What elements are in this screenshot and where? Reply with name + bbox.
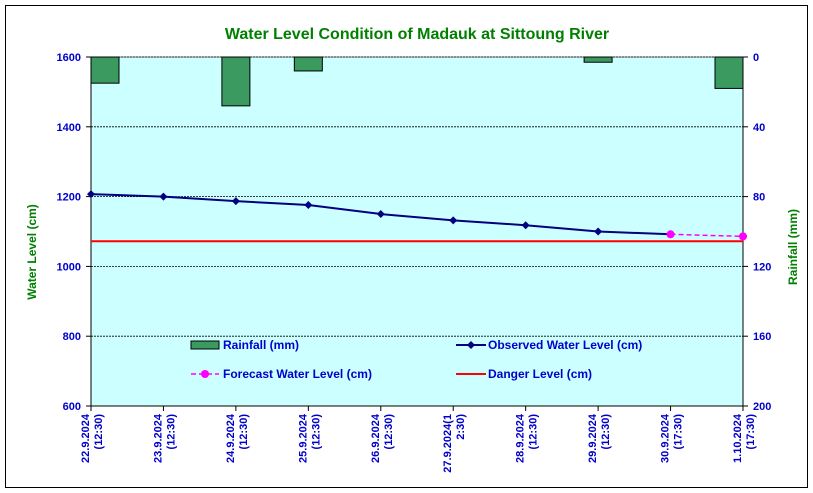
- rainfall-bar: [583, 56, 613, 63]
- legend-danger-label: Danger Level (cm): [488, 367, 592, 381]
- legend-forecast-marker: [201, 370, 209, 378]
- y-tick-label: 1000: [57, 261, 81, 273]
- x-tick-label: 23.9.2024(12:30): [152, 413, 177, 463]
- plot-background: [90, 56, 744, 407]
- x-tick-label: 26.9.2024(12:30): [370, 413, 395, 463]
- observed-point: [521, 221, 530, 230]
- y2-tick-label: 40: [753, 122, 765, 134]
- x-tick-label: 30.9.2024(17:30): [660, 413, 685, 463]
- forecast-point: [739, 232, 747, 241]
- observed-point: [594, 227, 603, 236]
- y2-tick-label: 200: [753, 401, 771, 413]
- y-tick-label: 600: [63, 401, 81, 413]
- y-tick-label: 800: [63, 331, 81, 343]
- x-tick-label: 27.9.2024(12:30): [442, 414, 467, 473]
- water-level-chart: Water Level Condition of Madauk at Sitto…: [25, 26, 800, 473]
- y2-tick-label: 80: [753, 192, 765, 204]
- rainfall-bar: [293, 56, 323, 72]
- y-axis-label: Water Level (cm): [25, 204, 39, 300]
- x-tick-label: 29.9.2024(12:30): [587, 413, 612, 463]
- legend-rainfall-swatch: [190, 340, 220, 350]
- y-tick-label: 1400: [57, 122, 81, 134]
- forecast-point: [666, 230, 675, 239]
- plot-area: 600 800 1000 1200 1400 1600 0 40 80 120 160 200 22.9…: [57, 52, 772, 473]
- y-tick-label: 1200: [57, 192, 81, 204]
- observed-point: [449, 216, 458, 225]
- observed-point: [159, 192, 168, 201]
- legend-rainfall-label: Rainfall (mm): [223, 338, 299, 352]
- chart-frame: Water Level Condition of Madauk at Sitto…: [5, 5, 808, 488]
- rainfall-bar: [714, 56, 744, 89]
- x-tick-label: 1.10.2024(17:30): [732, 413, 757, 463]
- legend-forecast-label: Forecast Water Level (cm): [223, 367, 372, 381]
- y2-tick-label: 120: [753, 261, 771, 273]
- observed-point: [376, 210, 385, 219]
- legend-observed-label: Observed Water Level (cm): [488, 338, 642, 352]
- y2-tick-label: 160: [753, 331, 771, 343]
- x-tick-label: 28.9.2024(12:30): [515, 413, 540, 463]
- x-tick-label: 24.9.2024(12:30): [225, 413, 250, 463]
- forecast-line: [670, 233, 744, 238]
- rainfall-bar: [221, 56, 251, 107]
- y2-axis-label: Rainfall (mm): [786, 209, 800, 285]
- observed-point: [231, 197, 240, 206]
- y2-tick-label: 0: [753, 52, 759, 64]
- observed-point: [87, 190, 95, 199]
- chart-title: Water Level Condition of Madauk at Sitto…: [225, 26, 609, 43]
- x-tick-label: 22.9.2024(12:30): [80, 413, 105, 463]
- observed-point: [304, 200, 313, 209]
- rainfall-bar: [90, 56, 120, 84]
- x-tick-label: 25.9.2024(12:30): [297, 413, 322, 463]
- legend-observed-marker: [467, 341, 475, 349]
- y-tick-label: 1600: [57, 52, 81, 64]
